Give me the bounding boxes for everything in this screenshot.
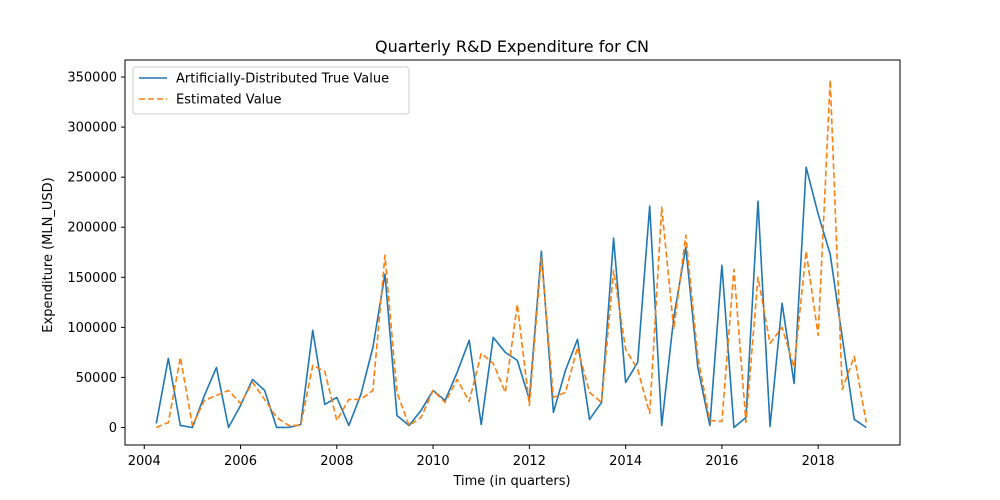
series-layer [155, 79, 868, 429]
legend-label-2: Estimated Value [176, 93, 282, 108]
legend-box [132, 66, 410, 115]
y-axis-title: Expenditure (MLN_USD) [41, 177, 56, 332]
series-line-2 [155, 79, 868, 429]
x-tick-label: 2008 [320, 454, 353, 469]
y-tick-label: 0 [109, 421, 117, 436]
y-tick-label: 100000 [67, 321, 117, 336]
series-line-1 [155, 166, 867, 429]
x-tick-label: 2006 [224, 454, 257, 469]
y-tick-label: 150000 [67, 271, 117, 286]
legend-label-1: Artificially-Distributed True Value [176, 72, 389, 87]
x-tick-label: 2018 [802, 454, 835, 469]
y-tick-label: 200000 [67, 221, 117, 236]
x-tick-label: 2010 [417, 454, 450, 469]
plot-area [125, 60, 900, 445]
x-tick-label: 2004 [128, 454, 161, 469]
x-tick-label: 2012 [513, 454, 546, 469]
legend: Artificially-Distributed True Value Estim… [132, 66, 410, 115]
y-tick-label: 250000 [67, 171, 117, 186]
plot-background [125, 60, 900, 445]
y-tick-label: 300000 [67, 121, 117, 136]
x-tick-label: 2014 [609, 454, 642, 469]
plot-frame [124, 59, 901, 446]
x-axis-title: Time (in quarters) [452, 474, 570, 489]
x-tick-label: 2016 [705, 454, 738, 469]
y-tick-label: 50000 [76, 371, 117, 386]
chart-title: Quarterly R&D Expenditure for CN [375, 37, 649, 56]
y-tick-label: 350000 [67, 71, 117, 86]
axis-layer: 2004 2006 2008 2010 2012 2014 2016 2018 0 50000 10… [67, 59, 901, 469]
